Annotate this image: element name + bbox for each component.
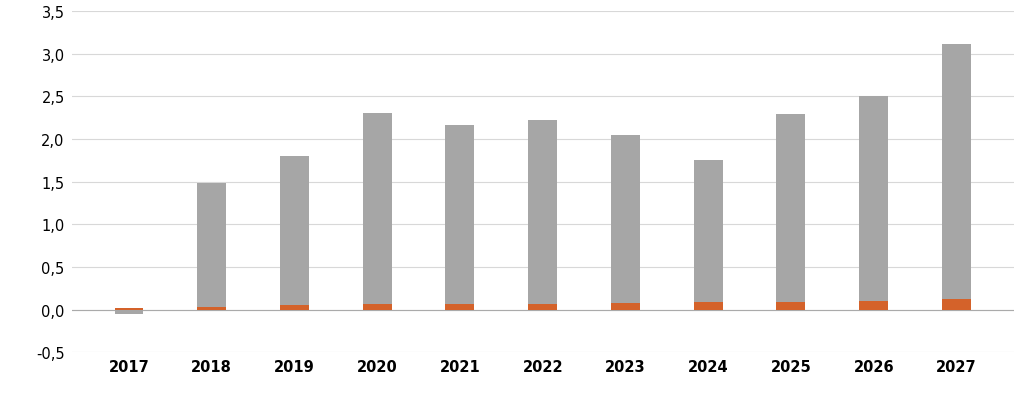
- Bar: [859, 97, 888, 301]
- Bar: [115, 310, 143, 314]
- Bar: [198, 183, 226, 307]
- Bar: [693, 161, 723, 302]
- Bar: [611, 303, 640, 310]
- Bar: [528, 121, 557, 304]
- Bar: [942, 45, 971, 300]
- Bar: [280, 305, 309, 310]
- Bar: [445, 126, 474, 305]
- Bar: [776, 115, 806, 302]
- Bar: [362, 305, 392, 310]
- Bar: [280, 157, 309, 305]
- Bar: [362, 114, 392, 305]
- Bar: [859, 301, 888, 310]
- Bar: [942, 300, 971, 310]
- Bar: [611, 135, 640, 303]
- Bar: [115, 309, 143, 310]
- Bar: [693, 302, 723, 310]
- Bar: [528, 304, 557, 310]
- Bar: [776, 302, 806, 310]
- Bar: [198, 307, 226, 310]
- Bar: [445, 305, 474, 310]
